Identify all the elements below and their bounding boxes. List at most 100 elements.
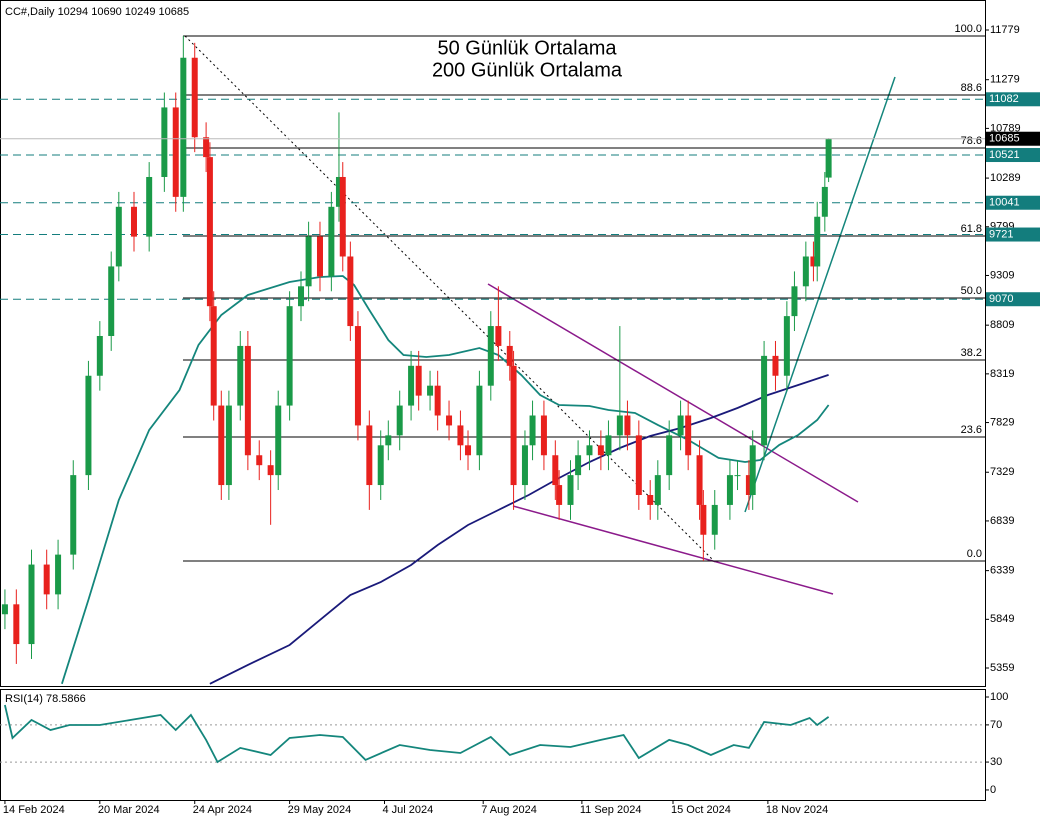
y-tick-label: 7829 (990, 416, 1014, 428)
chart-title: CC#,Daily 10294 10690 10249 10685 (5, 6, 189, 18)
level-tag (986, 92, 1040, 107)
candle-body (677, 415, 684, 436)
candle-body (446, 415, 453, 426)
candle-body (567, 475, 574, 505)
legend-entry: 200 Günlük Ortalama (432, 59, 623, 81)
candle-body (203, 137, 210, 158)
fib-label: 100.0 (954, 23, 982, 35)
candle-body (85, 375, 92, 476)
y-tick-label: 0 (990, 784, 996, 796)
candle-body (210, 306, 217, 406)
candle-body (510, 365, 517, 486)
candle-body (745, 475, 752, 495)
y-tick-label: 5849 (990, 613, 1014, 625)
y-tick-label: 30 (990, 756, 1002, 768)
level-tag-label: 10521 (989, 149, 1020, 161)
last-price-tag (986, 131, 1040, 146)
y-tick-label: 5359 (990, 662, 1014, 674)
candle-body (434, 385, 441, 416)
candle-body (335, 176, 342, 207)
candle-body (635, 435, 642, 495)
fib-label: 88.6 (961, 82, 982, 94)
candle-body (385, 435, 392, 446)
candle-body (506, 345, 513, 366)
x-tick-label: 18 Nov 2024 (766, 804, 828, 816)
y-tick-label: 100 (990, 691, 1008, 703)
x-tick-label: 24 Apr 2024 (193, 804, 252, 816)
candle-body (206, 157, 213, 307)
legend-entry: 50 Günlük Ortalama (438, 37, 618, 59)
candle-body (802, 256, 809, 287)
candle-body (487, 326, 494, 386)
candle-body (586, 445, 593, 456)
fib-label: 78.6 (961, 135, 982, 147)
candle-body (791, 286, 798, 317)
y-tick-label: 11779 (990, 24, 1020, 36)
x-tick-label: 15 Oct 2024 (671, 804, 731, 816)
rsi-frame (0, 689, 986, 801)
candle-body (711, 504, 718, 535)
candle-body (700, 504, 707, 535)
candle-body (328, 206, 335, 277)
candle-body (396, 405, 403, 436)
x-tick-label: 7 Aug 2024 (481, 804, 537, 816)
support-trendline (744, 76, 896, 513)
x-tick-label: 14 Feb 2024 (3, 804, 65, 816)
moving-average (209, 374, 829, 685)
y-tick-label: 9309 (990, 269, 1014, 281)
candle-body (347, 256, 354, 327)
candle-body (597, 445, 604, 456)
level-tag-label: 9070 (989, 293, 1013, 305)
candle-body (225, 405, 232, 486)
candle-body (13, 604, 20, 645)
fib-label: 38.2 (961, 347, 982, 359)
level-tag (986, 195, 1040, 210)
candle-body (275, 405, 282, 476)
candle-body (316, 236, 323, 277)
candle-body (366, 425, 373, 486)
y-tick-label: 11279 (990, 74, 1020, 86)
candle-body (172, 107, 179, 197)
lower-trendline (512, 505, 834, 595)
level-tag-label: 11082 (989, 93, 1019, 105)
candle-body (540, 415, 547, 456)
candle-body (286, 306, 293, 406)
y-tick-label: 8809 (990, 319, 1014, 331)
last-price-label: 10685 (989, 133, 1020, 145)
candle-body (495, 326, 502, 346)
candle-body (377, 445, 384, 486)
candle-body (749, 445, 756, 495)
candle-body (70, 475, 77, 555)
y-tick-label: 6339 (990, 565, 1014, 577)
candle-body (457, 425, 464, 446)
candle-body (666, 435, 673, 476)
candle-body (654, 475, 661, 505)
candle-body (696, 455, 703, 505)
level-tag-label: 9721 (989, 228, 1013, 240)
candle-body (191, 57, 198, 138)
candle-body (130, 206, 137, 237)
rsi-line (4, 704, 830, 764)
candle-body (734, 475, 741, 477)
candle-body (529, 415, 536, 446)
candle-body (575, 455, 582, 476)
candle-body (605, 435, 612, 456)
candle-body (415, 365, 422, 396)
y-tick-label: 10289 (990, 172, 1021, 184)
x-tick-label: 11 Sep 2024 (580, 804, 642, 816)
candle-body (783, 316, 790, 376)
fib-label: 50.0 (961, 285, 982, 297)
candle-body (161, 107, 168, 177)
level-tag (986, 148, 1040, 163)
x-tick-label: 29 May 2024 (288, 804, 352, 816)
candle-body (685, 415, 692, 456)
fib-label: 23.6 (961, 424, 982, 436)
candle-body (821, 186, 828, 217)
candle-body (408, 365, 415, 406)
level-tag (986, 227, 1040, 242)
moving-average (61, 275, 830, 685)
candle-body (146, 176, 153, 237)
candle-body (616, 415, 623, 436)
